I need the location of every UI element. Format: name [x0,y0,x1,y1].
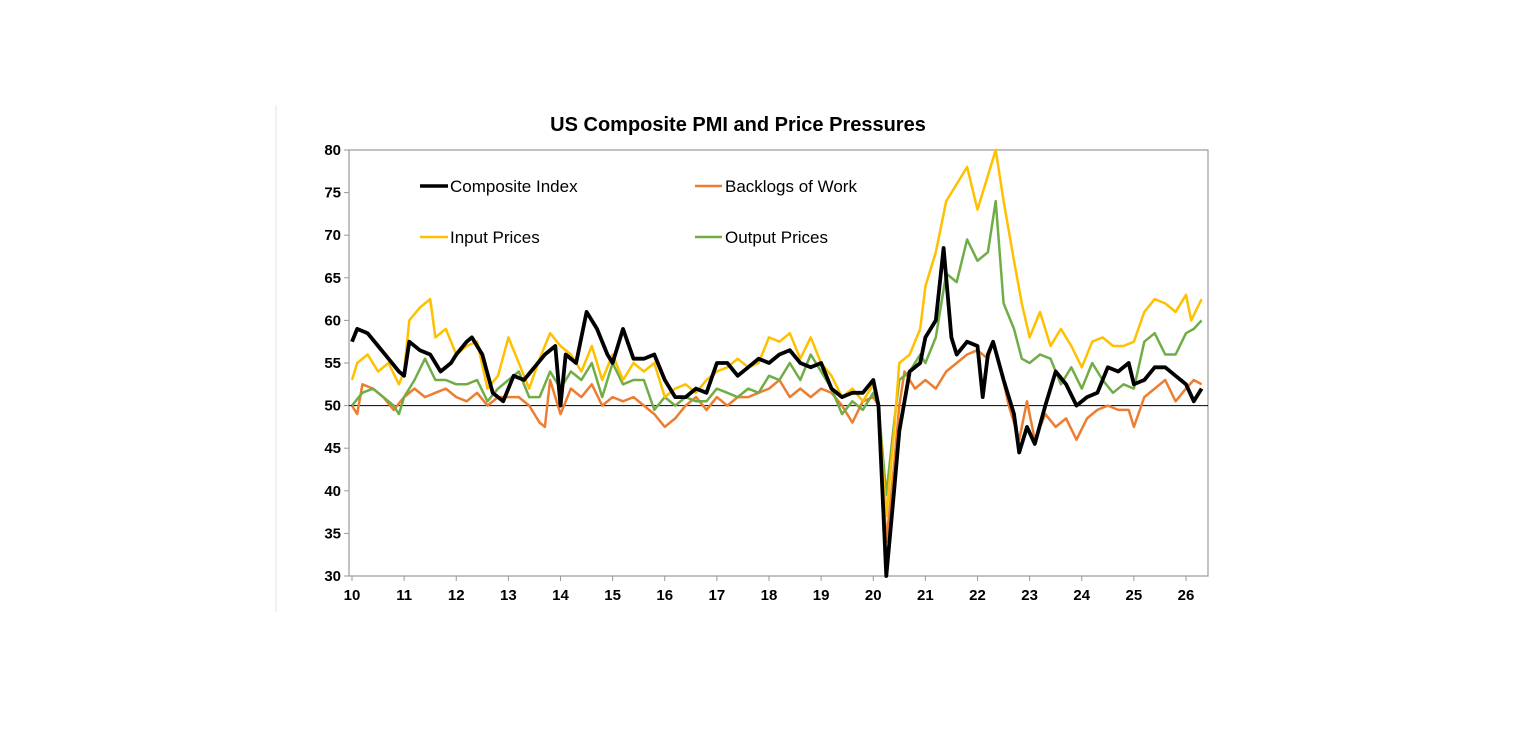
y-tick-label: 45 [324,440,341,457]
x-tick-label: 12 [448,587,465,604]
y-tick-label: 80 [324,142,341,159]
y-tick-label: 65 [324,270,341,287]
y-tick-label: 75 [324,185,341,202]
legend-label-output: Output Prices [725,228,828,247]
series-line-input-prices [350,148,1203,518]
x-tick-label: 21 [917,587,934,604]
y-tick-label: 30 [324,568,341,585]
y-tick-label: 70 [324,227,341,244]
x-tick-label: 25 [1126,587,1143,604]
x-tick-label: 13 [500,587,517,604]
y-tick-label: 40 [324,483,341,500]
x-tick-label: 26 [1178,587,1195,604]
legend-label-input: Input Prices [450,228,540,247]
series-line-backlogs-of-work [350,340,1203,544]
x-tick-label: 24 [1073,587,1090,604]
x-tick-label: 22 [969,587,986,604]
x-tick-label: 23 [1021,587,1038,604]
y-tick-label: 60 [324,312,341,329]
legend-label-backlogs: Backlogs of Work [725,177,857,196]
legend-label-composite: Composite Index [450,177,578,196]
x-tick-label: 15 [604,587,621,604]
y-tick-label: 50 [324,398,341,415]
x-tick-label: 11 [396,587,412,604]
legend: Composite Index Backlogs of Work Input P… [420,177,857,247]
x-tick-label: 17 [709,587,726,604]
y-tick-label: 55 [324,355,341,372]
x-tick-label: 10 [344,587,361,604]
y-tick-label: 35 [324,525,341,542]
x-tick-label: 18 [761,587,778,604]
x-tick-label: 19 [813,587,830,604]
chart-title: US Composite PMI and Price Pressures [550,114,926,136]
x-tick-label: 20 [865,587,882,604]
x-tick-label: 14 [552,587,569,604]
series-line-composite-index [350,246,1204,578]
x-tick-label: 16 [656,587,673,604]
